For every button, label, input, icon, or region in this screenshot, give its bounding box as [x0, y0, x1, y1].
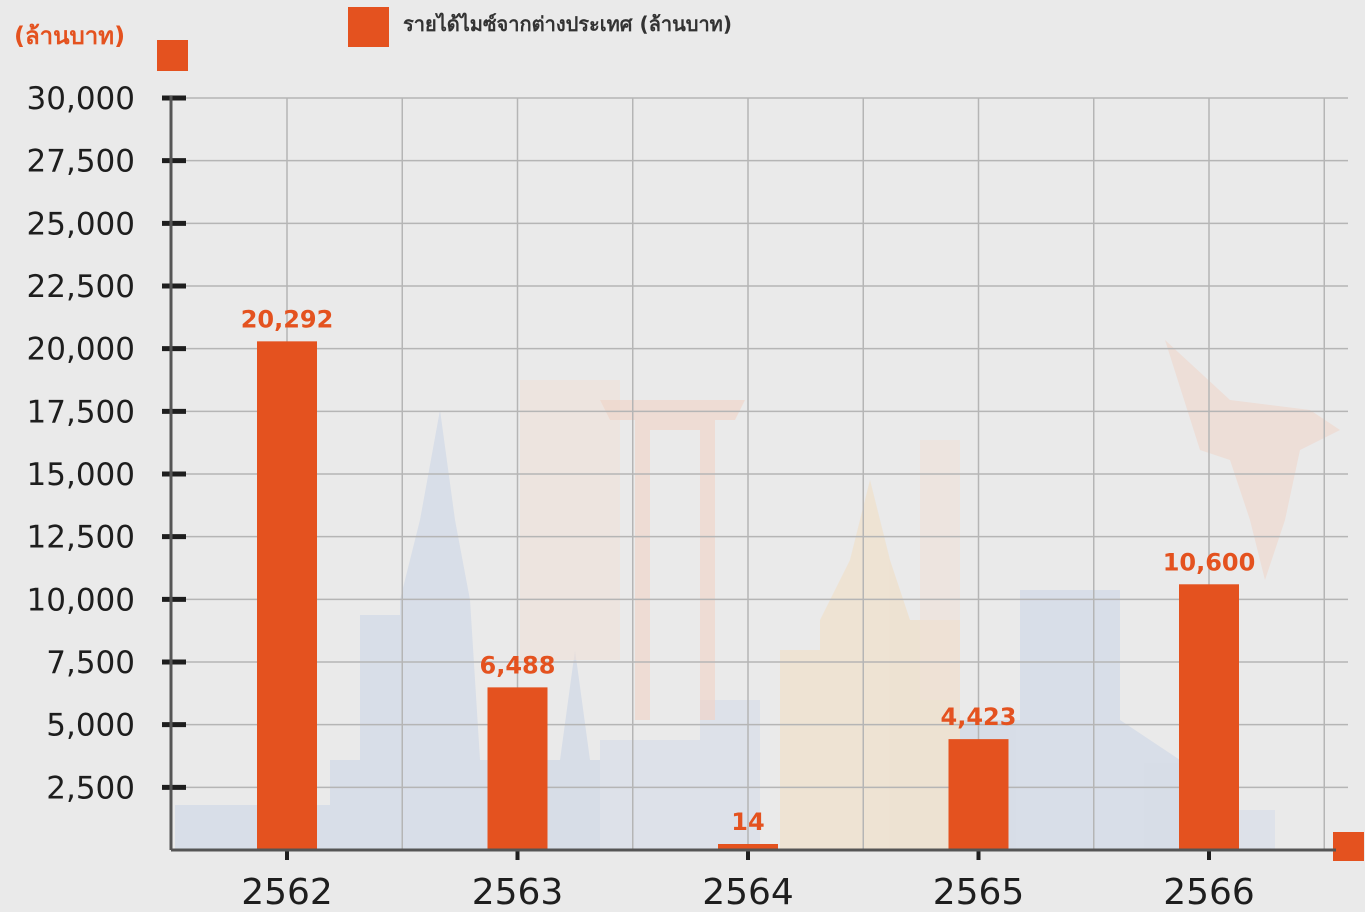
- y-tick-label: 10,000: [27, 582, 135, 618]
- y-axis-ticks: 2,500 5,000 7,500 10,000 12,500 15,000 17,500 2…: [27, 81, 186, 806]
- y-tick-label: 12,500: [27, 520, 135, 556]
- x-tick-label-2562: 2562: [241, 872, 333, 912]
- y-tick-label: 20,000: [27, 332, 135, 368]
- legend-swatch: [348, 7, 389, 47]
- y-axis-end-marker: [157, 40, 188, 71]
- bars: [257, 341, 1239, 850]
- x-tick-label-2565: 2565: [933, 872, 1025, 912]
- bar-2562: [257, 341, 317, 850]
- y-tick-label: 15,000: [27, 457, 135, 493]
- x-axis-end-marker: [1333, 832, 1364, 861]
- data-label-2566: 10,600: [1163, 548, 1256, 576]
- data-label-2565: 4,423: [941, 703, 1017, 731]
- y-tick-label: 7,500: [46, 645, 135, 681]
- y-tick-label: 30,000: [27, 81, 135, 117]
- x-tick-label-2564: 2564: [702, 872, 794, 912]
- gridlines: [171, 97, 1348, 850]
- bar-2564: [718, 844, 778, 850]
- legend: รายได้ไมซ์จากต่างประเทศ (ล้านบาท): [348, 7, 732, 47]
- y-tick-label: 5,000: [46, 708, 135, 744]
- x-axis-ticks: 2562 2563 2564 2565 2566: [241, 850, 1255, 912]
- x-tick-label-2566: 2566: [1163, 872, 1255, 912]
- y-tick-label: 27,500: [27, 144, 135, 180]
- y-tick-label: 25,000: [27, 206, 135, 242]
- data-label-2564: 14: [731, 808, 764, 836]
- bar-2565: [948, 739, 1009, 850]
- y-axis-unit-label: (ล้านบาท): [14, 22, 125, 50]
- y-tick-label: 22,500: [27, 269, 135, 305]
- data-label-2562: 20,292: [241, 305, 334, 333]
- y-tick-label: 2,500: [46, 770, 135, 806]
- bar-2563: [487, 687, 548, 850]
- x-tick-label-2563: 2563: [472, 872, 564, 912]
- y-tick-label: 17,500: [27, 394, 135, 430]
- legend-label: รายได้ไมซ์จากต่างประเทศ (ล้านบาท): [403, 12, 732, 36]
- data-label-2563: 6,488: [480, 651, 556, 679]
- bar-2566: [1179, 584, 1239, 850]
- data-labels: 20,292 6,488 14 4,423 10,600: [241, 305, 1256, 836]
